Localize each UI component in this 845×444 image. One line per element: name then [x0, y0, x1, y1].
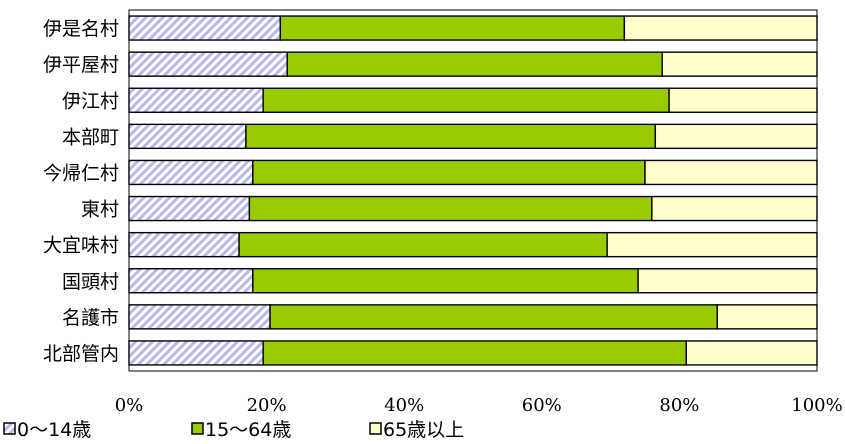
- category-label: 伊江村: [62, 90, 119, 112]
- category-label: 東村: [81, 199, 119, 221]
- bar-segment-3-2: [661, 51, 818, 77]
- bar-segment-3-6: [651, 195, 818, 222]
- x-tick-label: 100%: [791, 395, 842, 416]
- category-label: 北部管内: [43, 343, 119, 365]
- bar-segment-1-3: [128, 87, 264, 113]
- bar-segment-3-9: [716, 304, 818, 330]
- category-label: 国頭村: [62, 271, 119, 293]
- bar-segment-2-4: [245, 123, 657, 150]
- category-label: 伊是名村: [43, 18, 119, 40]
- bar-segment-2-10: [262, 340, 687, 366]
- legend-label: 15～64歳: [205, 419, 291, 441]
- bar-segment-1-6: [128, 195, 251, 222]
- bar-segment-3-1: [623, 15, 818, 41]
- bar-segment-2-8: [252, 268, 639, 294]
- bar-segment-1-1: [128, 15, 282, 41]
- bar-segment-1-10: [128, 340, 264, 366]
- bar-segment-3-4: [654, 123, 818, 150]
- bar-segment-2-2: [286, 51, 663, 77]
- bar-segment-1-7: [128, 231, 240, 258]
- bar-segment-2-9: [269, 304, 718, 330]
- plot-frame: [128, 9, 818, 372]
- x-tick-label: 60%: [522, 395, 562, 416]
- bar-segment-2-5: [252, 159, 646, 186]
- bar-segment-1-4: [128, 123, 247, 150]
- legend-swatch: [3, 422, 16, 435]
- legend: 0～14歳 15～64歳 65歳以上: [3, 419, 464, 441]
- bar-segment-2-7: [238, 231, 608, 258]
- legend-swatch: [369, 422, 382, 435]
- category-label: 本部町: [62, 126, 119, 148]
- bar-segment-2-6: [248, 195, 653, 222]
- category-label: 大宜味村: [43, 235, 119, 257]
- x-tick-label: 20%: [247, 395, 287, 416]
- plot-area: [128, 9, 818, 372]
- bar-segment-3-3: [668, 87, 818, 113]
- bar-segment-1-8: [128, 268, 254, 294]
- bar-segment-3-10: [685, 340, 818, 366]
- x-tick-label: 80%: [659, 395, 699, 416]
- legend-label: 0～14歳: [17, 419, 91, 441]
- bar-segment-2-3: [262, 87, 670, 113]
- x-tick-label: 0%: [115, 395, 144, 416]
- bar-segment-1-9: [128, 304, 271, 330]
- category-label: 名護市: [62, 307, 119, 329]
- bar-segment-2-1: [279, 15, 626, 41]
- legend-label: 65歳以上: [383, 419, 464, 441]
- legend-swatch: [191, 422, 204, 435]
- bar-segment-3-5: [644, 159, 818, 186]
- bar-segment-3-7: [606, 231, 818, 258]
- category-label: 今帰仁村: [43, 162, 119, 184]
- bar-segment-1-2: [128, 51, 288, 77]
- bar-segment-1-5: [128, 159, 254, 186]
- bar-segment-3-8: [637, 268, 818, 294]
- x-tick-label: 40%: [384, 395, 424, 416]
- category-label: 伊平屋村: [43, 54, 119, 76]
- x-axis-tick-labels: 0% 20% 40% 60% 80% 100%: [115, 395, 843, 416]
